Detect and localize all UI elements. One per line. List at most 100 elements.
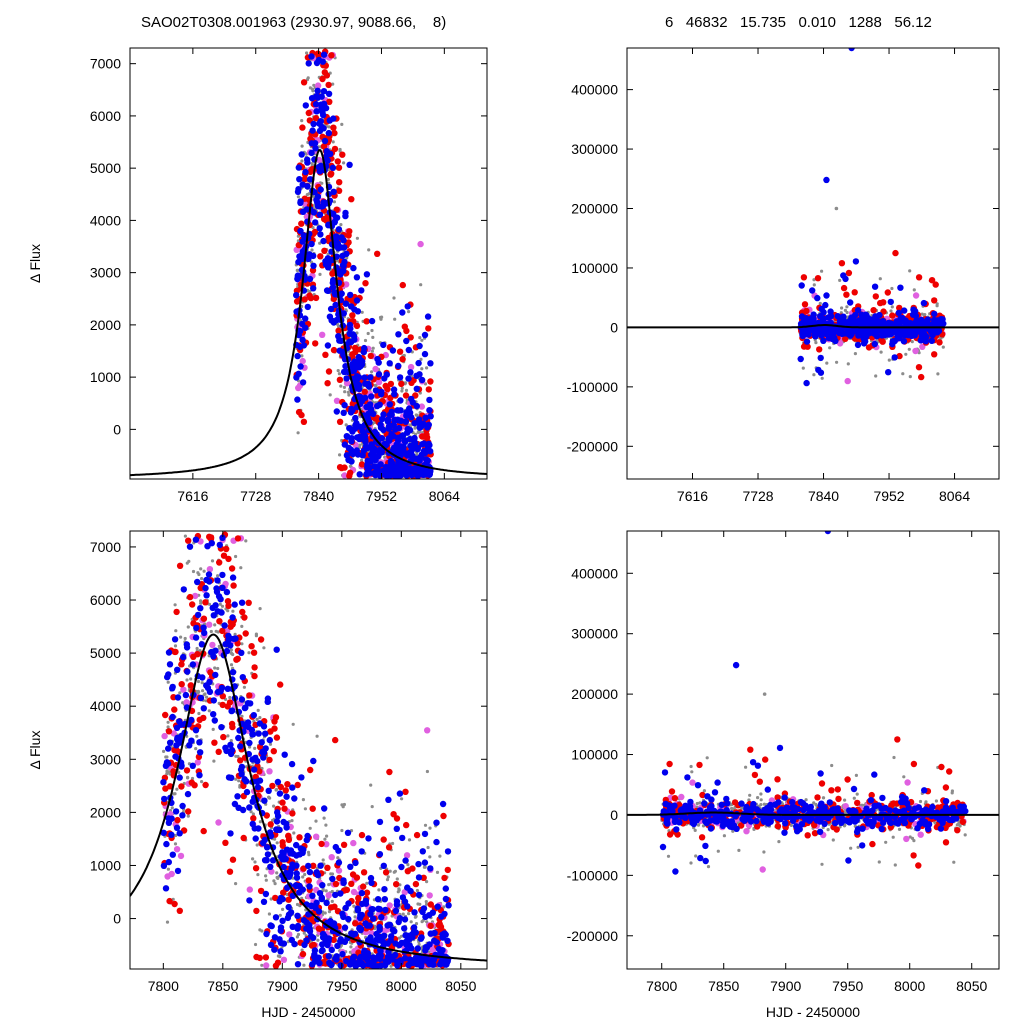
data-point-blue [306,176,314,183]
data-point-blue [924,316,931,323]
data-point-blue [317,186,324,193]
data-point-blue [393,441,400,448]
data-point-gray [316,938,320,942]
data-point-blue [376,448,383,456]
data-point-blue [343,375,350,382]
data-point-gray [370,370,374,374]
data-point-gray [438,854,442,858]
data-point-magenta [386,902,393,909]
data-point-gray [393,317,397,321]
data-point-blue [404,467,412,474]
data-point-gray [367,248,371,252]
data-point-red [444,866,451,874]
data-point-gray [258,820,262,824]
data-point-gray [296,268,300,272]
data-point-blue [298,151,305,158]
x-tick-label: 8064 [429,488,460,504]
data-point-gray [370,805,374,809]
data-point-gray [406,863,410,867]
data-point-red [226,868,234,875]
data-point-red [279,799,286,806]
data-point-blue [332,301,339,309]
data-point-gray [321,858,325,862]
data-point-red [331,129,338,137]
data-point-gray [251,857,255,861]
data-point-blue [333,408,340,415]
data-point-red [336,376,344,383]
data-point-gray [324,823,328,827]
y-tick-label: 400000 [571,82,618,98]
data-point-red [237,757,244,764]
data-point-gray [363,338,368,343]
model-fit-curve [130,149,487,477]
data-point-blue [844,328,852,336]
data-point-red [262,954,270,961]
data-point-blue [415,416,423,423]
data-point-red [800,274,808,281]
data-point-red [348,880,355,887]
data-point-red [196,716,203,723]
data-point-red [186,593,194,601]
data-point-gray [325,834,329,838]
data-point-blue [372,471,379,478]
data-point-blue [374,402,381,410]
data-point-blue [342,363,349,370]
data-point-blue [340,237,347,244]
data-point-red [374,250,381,257]
data-point-blue [817,330,824,337]
data-point-blue [348,405,355,413]
data-point-gray [435,870,440,875]
data-point-gray [845,310,849,315]
data-point-blue [348,435,355,442]
data-point-blue [316,168,323,175]
data-point-red [216,559,223,566]
data-point-blue [350,264,357,272]
data-point-red [407,334,414,341]
data-point-blue [299,336,306,344]
data-point-blue [343,250,350,257]
data-point-blue [421,350,429,358]
data-point-magenta [325,892,332,899]
data-point-blue [348,450,355,457]
data-point-gray [311,89,315,93]
data-point-blue [406,435,413,443]
data-point-red [840,284,848,292]
data-point-blue [378,390,385,398]
data-point-gray [199,599,203,603]
data-point-blue [409,455,417,462]
panel-bottom-left: 7800 7850 7900 7950 8000 80500100020003000400… [27,530,488,1020]
data-point-blue [395,424,403,432]
data-point-blue [928,337,935,344]
data-point-gray [189,677,193,681]
data-point-blue [383,371,390,378]
data-point-magenta [350,839,357,847]
data-point-gray [887,358,891,362]
data-point-gray [377,888,381,892]
data-point-blue [341,441,348,448]
data-point-blue [797,355,804,363]
data-point-gray [165,772,169,776]
data-point-blue [312,145,319,152]
data-point-red [336,179,343,186]
data-point-blue [877,319,884,326]
data-point-gray [290,819,294,823]
data-point-red [225,602,232,609]
data-point-blue [407,369,414,376]
data-point-gray [371,335,375,339]
data-point-gray [323,837,327,841]
data-point-magenta [426,892,433,899]
data-point-gray [186,814,190,818]
data-point-red [816,346,823,353]
data-point-gray [256,708,260,713]
data-point-blue [371,445,378,452]
data-point-gray [342,161,346,165]
data-point-magenta [407,363,415,371]
data-point-red [340,841,348,848]
data-point-red [299,124,306,131]
data-point-magenta [417,240,424,248]
data-point-blue [891,354,898,361]
data-point-red [346,472,353,479]
data-point-blue [855,321,863,328]
data-point-gray [328,393,332,397]
data-point-red [865,344,873,351]
